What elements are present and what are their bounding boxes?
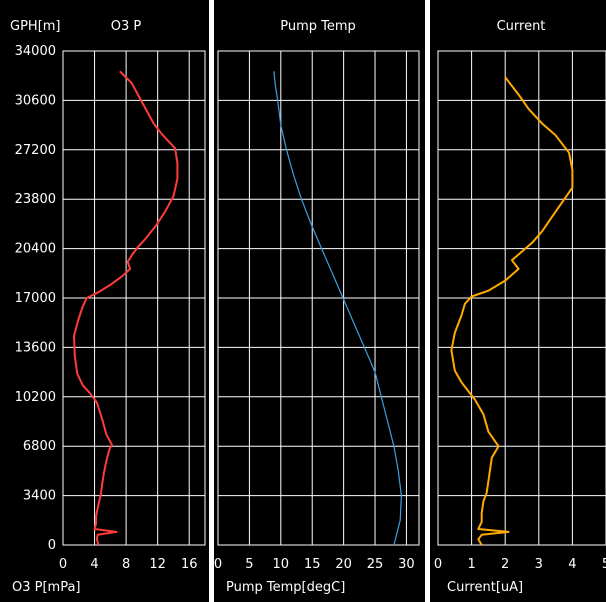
x-tick-label: 10: [273, 557, 290, 572]
y-tick-label: 34000: [15, 44, 56, 59]
x-tick-label: 25: [367, 557, 384, 572]
x-tick-label: 0: [434, 557, 442, 572]
x-tick-label: 2: [501, 557, 509, 572]
plot-frame: [217, 50, 420, 546]
x-tick-label: 5: [602, 557, 606, 572]
y-tick-label: 6800: [23, 439, 56, 454]
x-tick-label: 8: [122, 557, 130, 572]
y-tick-label: 3400: [23, 489, 56, 504]
x-tick-label: 12: [149, 557, 166, 572]
panel-o3: 0 4 8 12 16: [59, 50, 206, 572]
y-tick-label: 20400: [15, 242, 56, 257]
plot-frame: [62, 50, 206, 546]
x-tick-label: 30: [398, 557, 415, 572]
x-tick-label: 1: [467, 557, 475, 572]
panel-pump-temp: 0 5 10 15 20 25 30: [214, 50, 420, 572]
series-line-pump-temp: [273, 71, 402, 546]
series-line-o3: [73, 70, 179, 546]
chart-panels: 0481216051015202530012345: [59, 50, 606, 572]
x-tick-label: 5: [245, 557, 253, 572]
x-tick-label: 0: [214, 557, 222, 572]
panel-divider-1: [209, 0, 214, 602]
panel-title-pump-temp: Pump Temp: [280, 19, 356, 34]
series-line-current: [450, 76, 574, 546]
x-axis-label-pump-temp: Pump Temp[degC]: [226, 580, 345, 595]
y-tick-label: 30600: [15, 93, 56, 108]
x-tick-label: 20: [335, 557, 352, 572]
x-tick-label: 4: [568, 557, 576, 572]
plot-frame: [437, 50, 606, 546]
panel-title-o3: O3 P: [111, 19, 142, 34]
y-tick-label: 13600: [15, 340, 56, 355]
x-tick-label: 16: [181, 557, 198, 572]
y-tick-labels: 3400030600272002380020400170001360010200…: [15, 44, 56, 553]
x-axis-label-o3: O3 P[mPa]: [12, 580, 81, 595]
x-tick-label: 3: [535, 557, 543, 572]
y-tick-label: 27200: [15, 143, 56, 158]
x-axis-label-current: Current[uA]: [447, 580, 523, 595]
x-tick-label: 4: [90, 557, 98, 572]
panel-title-current: Current: [497, 19, 546, 34]
y-tick-label: 17000: [15, 291, 56, 306]
x-tick-label: 15: [304, 557, 321, 572]
y-axis-label: GPH[m]: [10, 19, 61, 34]
panel-divider-2: [425, 0, 430, 602]
x-tick-label: 0: [59, 557, 67, 572]
y-tick-label: 10200: [15, 390, 56, 405]
y-tick-label: 0: [48, 538, 56, 553]
panel-current: 0 1 2 3 4 5: [434, 50, 606, 572]
y-tick-label: 23800: [15, 192, 56, 207]
